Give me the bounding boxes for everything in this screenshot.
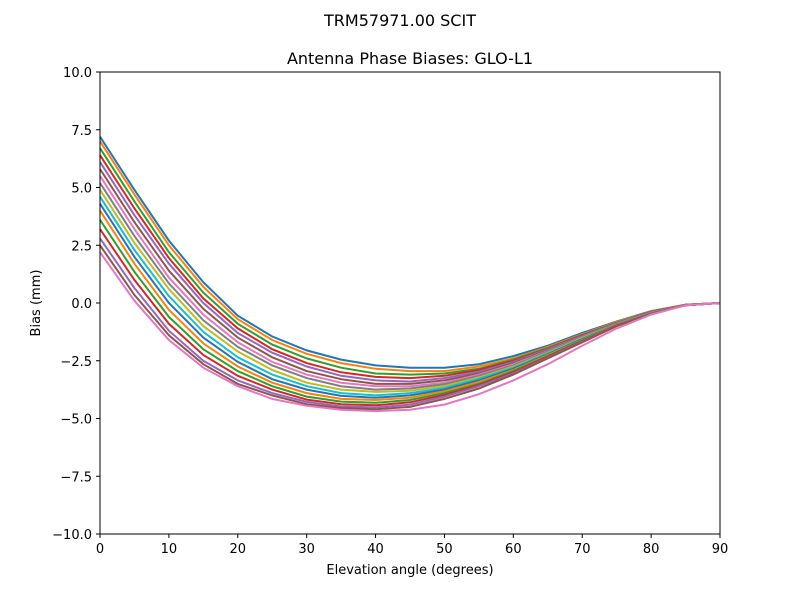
y-tick-label: 10.0: [63, 66, 92, 81]
series-line: [99, 161, 721, 383]
x-tick-label: 50: [436, 542, 453, 557]
series-layer: [99, 136, 721, 413]
y-axis: 10.0 7.5 5.0 2.5 0.0 −2.5 −5.0 −7.5 −10.0: [52, 66, 100, 543]
x-axis-label: Elevation angle (degrees): [326, 563, 493, 578]
y-tick-label: 7.5: [71, 124, 92, 139]
y-tick-label: 5.0: [71, 182, 92, 197]
x-tick-label: 70: [574, 542, 591, 557]
y-tick-label: −10.0: [52, 528, 92, 543]
x-tick-label: 30: [298, 542, 315, 557]
chart-title: Antenna Phase Biases: GLO-L1: [287, 49, 533, 68]
y-axis-label: Bias (mm): [29, 270, 44, 337]
x-axis: 0 10 20 30 40 50 60 70 80 90: [96, 534, 728, 557]
x-tick-label: 60: [505, 542, 522, 557]
x-tick-label: 90: [712, 542, 729, 557]
series-line: [99, 140, 721, 373]
y-tick-label: 2.5: [71, 239, 92, 254]
series-line: [99, 251, 721, 413]
x-tick-label: 0: [96, 542, 104, 557]
x-tick-label: 20: [230, 542, 247, 557]
figure-suptitle: TRM57971.00 SCIT: [323, 11, 476, 30]
x-tick-label: 40: [367, 542, 384, 557]
y-tick-label: 0.0: [71, 297, 92, 312]
series-line: [99, 244, 721, 411]
y-tick-label: −7.5: [60, 470, 92, 485]
y-tick-label: −2.5: [60, 355, 92, 370]
x-tick-label: 80: [643, 542, 660, 557]
x-tick-label: 10: [161, 542, 178, 557]
y-tick-label: −5.0: [60, 413, 92, 428]
